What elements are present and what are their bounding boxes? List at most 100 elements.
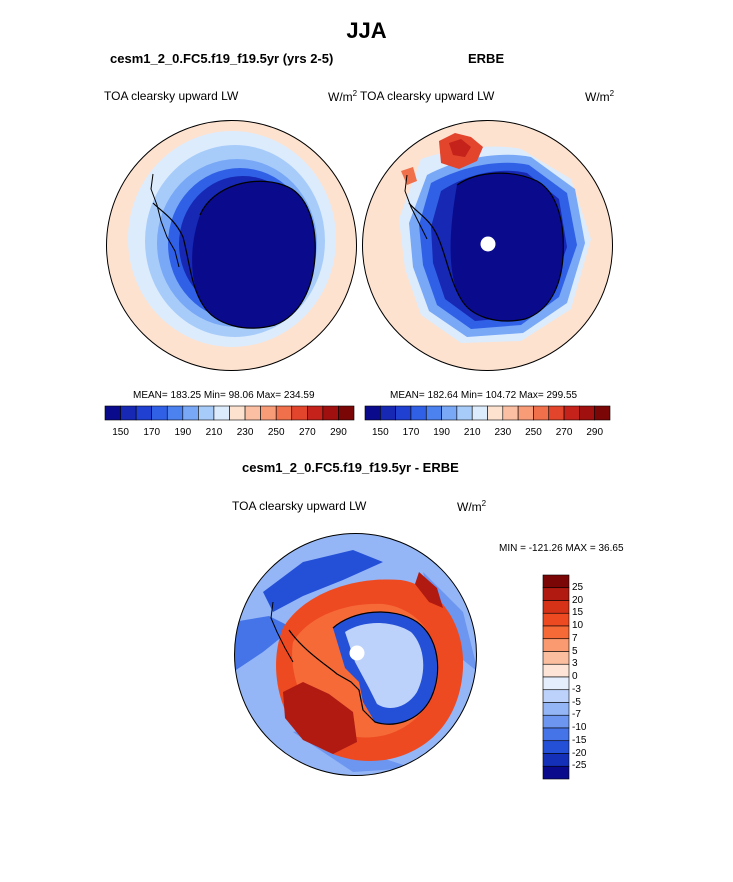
diff-colorbar-tick-label: 5 (572, 645, 578, 657)
diff-colorbar-box (542, 638, 570, 652)
right-colorbar-tick-label: 250 (525, 427, 542, 438)
right-panel-stats: MEAN= 182.64 Min= 104.72 Max= 299.55 (390, 390, 578, 401)
right-map-peninsula-coast (404, 174, 428, 240)
diff-map-pole-gap (349, 645, 365, 661)
diff-map-coastline (288, 611, 439, 725)
diff-colorbar-box (542, 714, 570, 729)
diff-colorbar-tick-label: 15 (572, 607, 584, 619)
left-colorbar-box (166, 405, 184, 421)
diff-colorbar (542, 574, 570, 780)
diff-colorbar-box (542, 727, 570, 742)
left-colorbar-box (307, 405, 324, 421)
right-colorbar-tick-label: 270 (555, 427, 573, 438)
right-colorbar-box (395, 405, 412, 421)
right-colorbar-tick-label: 210 (463, 427, 481, 438)
right-colorbar-box (410, 405, 427, 421)
diff-colorbar-box (542, 574, 570, 589)
diff-colorbar-tick-label: 20 (572, 594, 584, 606)
diff-map-pos-core-west (283, 682, 357, 754)
right-map-pole-gap (480, 236, 496, 252)
right-colorbar-box (502, 405, 519, 421)
diff-map-border (234, 533, 477, 776)
diff-panel-variable: TOA clearsky upward LW (232, 499, 367, 513)
diff-colorbar-tick-label: -15 (572, 734, 587, 746)
diff-map-neg-band-north (263, 550, 383, 612)
diff-colorbar-box (542, 765, 570, 780)
right-colorbar-box (533, 405, 550, 421)
diff-panel-stats: MIN = -121.26 MAX = 36.65 (499, 543, 624, 554)
right-map-contour-150 (450, 173, 564, 321)
right-panel-units: W/m2 (585, 89, 615, 104)
left-colorbar-box (275, 405, 293, 421)
diff-colorbar-tick-label: -20 (572, 747, 587, 759)
diff-colorbar-box (542, 651, 570, 665)
right-colorbar-box (548, 405, 565, 421)
right-map-coastline (408, 172, 564, 322)
left-colorbar-box (104, 405, 121, 421)
left-colorbar-box (198, 405, 215, 421)
diff-colorbar-box (542, 702, 570, 716)
left-colorbar-tick-label: 190 (174, 427, 192, 438)
diff-map-neg-band-west (234, 616, 293, 672)
left-map-coastline (152, 180, 316, 329)
diff-panel-title: cesm1_2_0.FC5.f19_f19.5yr - ERBE (242, 460, 459, 475)
left-colorbar-box (244, 405, 261, 421)
figure-title: JJA (346, 18, 387, 43)
right-colorbar-box (563, 405, 580, 421)
left-panel-stats: MEAN= 183.25 Min= 98.06 Max= 234.59 (133, 390, 315, 401)
left-colorbar-box (338, 405, 355, 421)
diff-colorbar-tick-label: -3 (572, 683, 581, 695)
diff-map-neg-interior-core (345, 623, 424, 708)
diff-panel-units: W/m2 (457, 499, 487, 514)
right-colorbar-box (456, 405, 473, 421)
left-colorbar-box (135, 405, 152, 421)
right-colorbar-box (487, 405, 504, 421)
right-colorbar-tick-label: 190 (433, 427, 450, 438)
right-colorbar-tick-label: 290 (586, 427, 604, 438)
diff-map (234, 533, 477, 776)
left-colorbar-tick-label: 230 (236, 427, 254, 438)
right-map-border (362, 120, 613, 371)
right-colorbar-box (471, 405, 488, 421)
right-colorbar-box (425, 405, 442, 421)
diff-colorbar-tick-label: -10 (572, 722, 587, 733)
diff-colorbar-tick-label: -25 (572, 760, 587, 772)
right-colorbar-box (579, 405, 595, 421)
right-map-peninsula-patch (401, 167, 417, 185)
left-colorbar-box (260, 405, 277, 421)
right-panel-variable: TOA clearsky upward LW (360, 89, 495, 103)
right-panel-title: ERBE (468, 51, 505, 66)
right-colorbar-box (364, 405, 381, 421)
diff-colorbar-tick-label: 7 (572, 632, 578, 644)
diff-colorbar-tick-label: 25 (572, 581, 584, 593)
left-panel-variable: TOA clearsky upward LW (104, 89, 239, 103)
left-colorbar-tick-label: 150 (112, 427, 129, 438)
right-colorbar-tick-label: 170 (402, 427, 420, 438)
diff-colorbar-box (542, 753, 570, 767)
diff-colorbar-box (542, 612, 570, 627)
right-colorbar-labels: 150 170 190 210 230 250 270 290 (365, 427, 610, 441)
diff-colorbar-tick-label: 0 (572, 671, 578, 682)
diff-colorbar-box (542, 676, 570, 691)
diff-map-pos-core-north (415, 572, 443, 608)
right-map (362, 120, 613, 371)
diff-colorbar-tick-label: -5 (572, 696, 581, 708)
right-colorbar-box (594, 405, 611, 421)
diff-colorbar-box (542, 625, 570, 640)
left-map-contour-150 (192, 181, 316, 329)
left-map-border (106, 120, 357, 371)
left-colorbar-labels: 150 170 190 210 230 250 270 290 (105, 427, 354, 441)
left-colorbar (104, 405, 355, 421)
diff-colorbar-labels: 25 20 15 10 7 5 3 0 -3 -5 -7 -10 -15 -20 -25 (572, 575, 602, 779)
left-map (106, 120, 357, 371)
left-colorbar-box (291, 405, 308, 421)
left-colorbar-tick-label: 250 (267, 427, 285, 438)
left-map-peninsula-coast (150, 173, 180, 268)
right-colorbar-tick-label: 230 (494, 427, 512, 438)
right-colorbar (364, 405, 611, 421)
left-colorbar-tick-label: 170 (143, 427, 161, 438)
diff-colorbar-box (542, 663, 570, 678)
left-colorbar-tick-label: 270 (298, 427, 316, 438)
right-map-high-core (449, 139, 471, 157)
right-colorbar-box (517, 405, 534, 421)
